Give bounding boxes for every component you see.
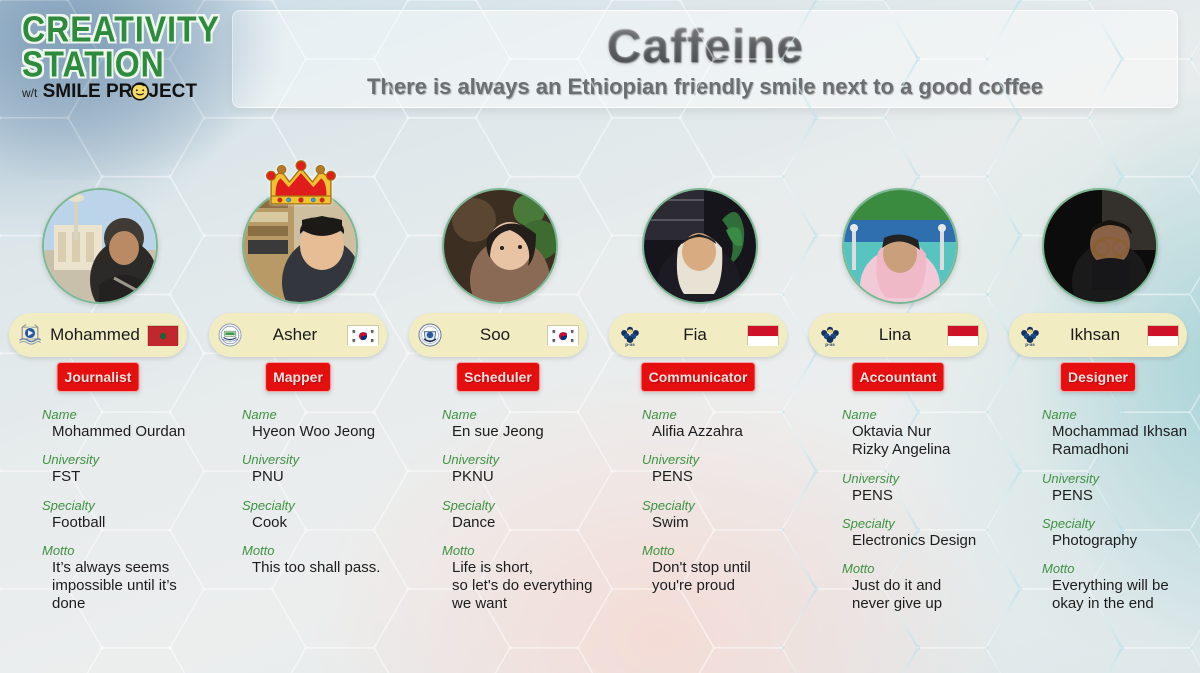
- svg-text:p-ns: p-ns: [1025, 342, 1035, 347]
- svg-text:p-ns: p-ns: [825, 342, 835, 347]
- svg-text:p-ns: p-ns: [625, 342, 635, 347]
